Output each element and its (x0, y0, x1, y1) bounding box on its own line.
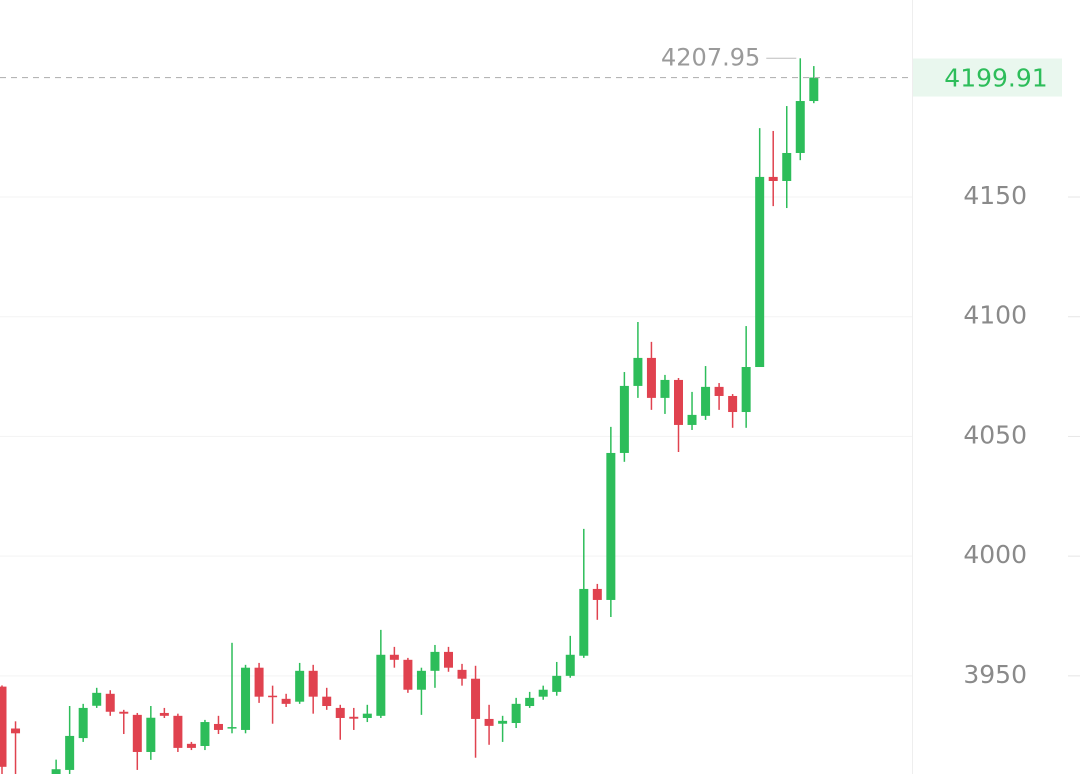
candle-body (335, 707, 345, 718)
candle-body (552, 675, 562, 692)
candle-body (159, 712, 169, 716)
candle-body (376, 654, 386, 716)
candle-body (227, 727, 237, 729)
y-tick-label: 4150 (963, 181, 1027, 210)
candle-body (322, 696, 332, 707)
candle-body (741, 367, 751, 413)
candle-body (119, 711, 129, 714)
candle-body (403, 659, 413, 690)
last-price-box (913, 58, 1062, 97)
y-tick-label: 4000 (963, 540, 1027, 569)
max-label: 4207.95 (661, 43, 760, 71)
candle-body (308, 670, 318, 697)
candle-body (606, 452, 616, 600)
candle-body (254, 667, 264, 697)
candle-body (51, 769, 61, 774)
candle-body (538, 689, 548, 697)
candle-body (173, 715, 183, 748)
y-tick-label: 4100 (963, 301, 1027, 330)
candle-body (241, 667, 251, 730)
candle-body (11, 728, 21, 734)
candle-body (105, 693, 115, 712)
candle-body (443, 651, 453, 668)
candle-body (768, 176, 778, 181)
candle-body (701, 386, 711, 416)
overlay: 4207.95 4199.91 (0, 43, 1062, 97)
candle-body (349, 716, 359, 719)
candle-body (268, 695, 278, 698)
candle-body (362, 713, 372, 718)
candle-body (728, 395, 738, 413)
candle-body (633, 357, 643, 386)
y-tick-label: 3950 (963, 660, 1027, 689)
candle-body (200, 722, 210, 746)
candle-body (795, 101, 805, 153)
candle-body (281, 698, 291, 704)
candle-body (498, 720, 508, 724)
grid: 3950 4000 4050 4100 4150 (0, 181, 1080, 689)
candle-body (186, 743, 196, 748)
y-tick-label: 4050 (963, 420, 1027, 449)
candle-body (0, 686, 7, 767)
candle-body (132, 714, 142, 752)
last-price-label: 4199.91 (944, 64, 1047, 93)
candle-body (484, 718, 494, 726)
candle-body (430, 651, 440, 671)
candle-body (525, 697, 535, 707)
candle-body (78, 707, 88, 739)
candle-body (416, 670, 426, 690)
candle-body (213, 723, 223, 730)
candle-body (471, 678, 481, 719)
candle-body (782, 152, 792, 181)
candle-body (592, 588, 602, 600)
candle-body (457, 669, 467, 679)
candle-body (92, 692, 102, 706)
candle-body (511, 703, 521, 724)
candle-body (619, 385, 629, 453)
candle-body (146, 717, 156, 752)
candle-body (687, 414, 697, 425)
candle-body (579, 588, 589, 656)
candle-body (646, 357, 656, 398)
candles (0, 58, 819, 774)
candle-body (65, 735, 75, 770)
candle-body (809, 77, 819, 102)
candle-body (565, 654, 575, 676)
candle-body (714, 386, 724, 396)
candle-body (389, 654, 399, 660)
candle-body (674, 379, 683, 425)
candle-body (295, 670, 305, 702)
candle-body (660, 379, 670, 398)
candle-body (755, 176, 765, 368)
